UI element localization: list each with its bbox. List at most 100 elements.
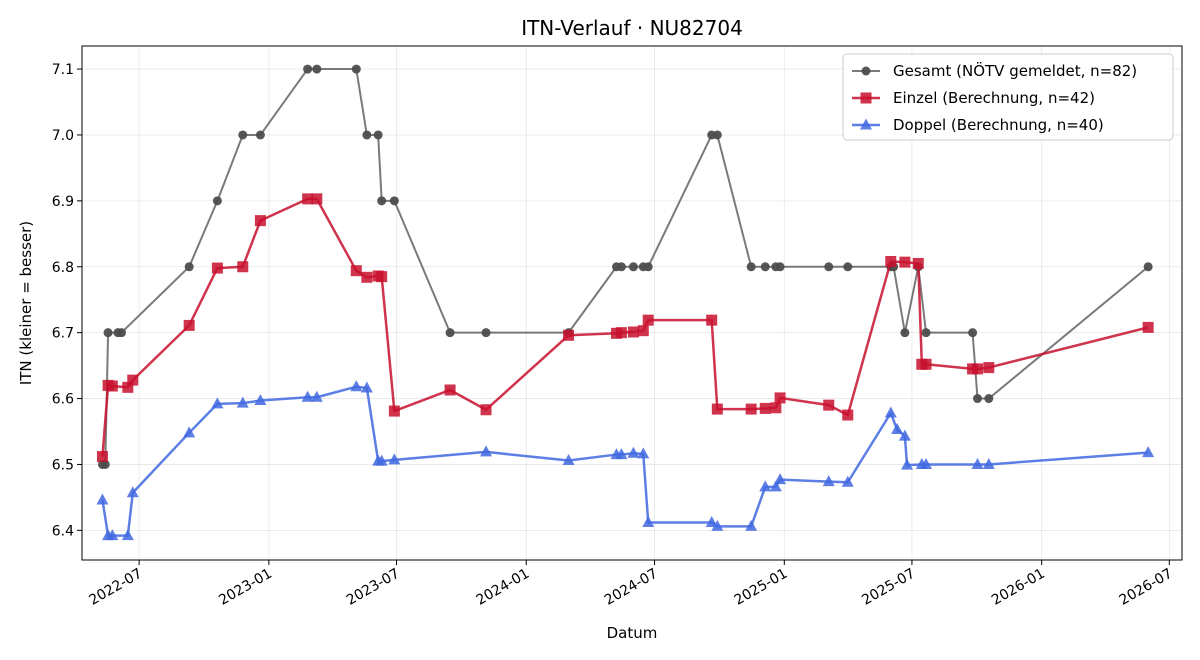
x-tick-label: 2024-01 <box>474 566 533 609</box>
data-point <box>637 325 649 337</box>
data-point <box>311 193 323 205</box>
data-point <box>1142 321 1154 333</box>
x-tick-label: 2023-07 <box>344 566 403 609</box>
series-line <box>101 385 1149 537</box>
legend-item: Einzel (Berechnung, n=42) <box>852 89 1095 107</box>
data-point <box>711 519 724 531</box>
legend-label: Einzel (Berechnung, n=42) <box>893 89 1095 107</box>
data-point <box>912 257 924 269</box>
legend-marker <box>861 66 871 76</box>
plot-area <box>96 64 1155 541</box>
data-point <box>212 196 222 206</box>
series-markers <box>96 193 1154 463</box>
data-point <box>841 475 854 487</box>
data-point <box>885 255 897 267</box>
x-tick-label: 2025-01 <box>732 566 791 609</box>
data-point <box>562 453 575 465</box>
data-point <box>389 196 399 206</box>
data-point <box>982 457 995 469</box>
data-point <box>769 480 782 492</box>
data-point <box>746 262 756 272</box>
data-point <box>211 262 223 274</box>
y-tick-label: 6.6 <box>52 392 74 408</box>
data-point <box>122 381 134 393</box>
data-point <box>106 529 119 541</box>
y-tick-label: 7.1 <box>52 62 74 78</box>
chart-title: ITN-Verlauf · NU82704 <box>521 16 743 40</box>
data-point <box>301 390 314 402</box>
data-point <box>920 457 933 469</box>
data-point <box>822 475 835 487</box>
data-point <box>445 328 455 338</box>
data-point <box>842 409 854 421</box>
data-point <box>615 448 628 460</box>
x-axis-label: Datum <box>607 624 658 642</box>
legend: Gesamt (NÖTV gemeldet, n=82) Einzel (Bere… <box>842 53 1174 141</box>
y-axis-label: ITN (kleiner = besser) <box>17 221 35 385</box>
legend-label: Doppel (Berechnung, n=40) <box>893 116 1104 134</box>
data-point <box>973 394 983 404</box>
y-axis: 6.4 6.5 6.6 6.7 6.8 6.9 7.0 7.1 <box>52 62 82 539</box>
legend-item: Doppel (Berechnung, n=40) <box>852 116 1104 134</box>
data-point <box>362 130 372 140</box>
data-point <box>920 358 932 370</box>
y-tick-label: 6.5 <box>52 457 74 473</box>
legend-box <box>842 53 1174 141</box>
data-point <box>183 319 195 331</box>
data-point <box>627 326 639 338</box>
data-point <box>444 384 456 396</box>
data-point <box>968 328 978 338</box>
data-point <box>236 396 249 408</box>
data-point <box>775 262 785 272</box>
data-point <box>615 327 627 339</box>
series-circle <box>97 64 1153 469</box>
legend-item: Gesamt (NÖTV gemeldet, n=82) <box>852 61 1137 80</box>
y-tick-label: 6.9 <box>52 194 74 210</box>
data-point <box>774 473 787 485</box>
series-markers <box>97 64 1153 469</box>
data-point <box>480 445 493 457</box>
legend-marker <box>860 92 872 104</box>
x-tick-label: 2026-07 <box>1117 566 1176 609</box>
data-point <box>745 519 758 531</box>
data-point <box>254 215 266 227</box>
data-point <box>100 459 110 469</box>
data-point <box>901 458 913 470</box>
data-point <box>106 380 118 392</box>
data-point <box>759 480 772 492</box>
data-point <box>900 328 910 338</box>
data-point <box>302 193 314 205</box>
x-tick-label: 2025-07 <box>859 566 918 609</box>
data-point <box>127 374 139 386</box>
legend-marker <box>860 118 872 130</box>
data-point <box>103 328 113 338</box>
data-point <box>823 399 835 411</box>
data-point <box>1142 446 1155 458</box>
data-point <box>126 486 139 498</box>
data-point <box>350 380 363 392</box>
data-point <box>480 404 492 416</box>
data-point <box>983 362 995 374</box>
data-point <box>481 328 491 338</box>
data-point <box>238 130 248 140</box>
data-point <box>121 529 134 541</box>
data-point <box>303 64 313 74</box>
data-point <box>563 329 575 341</box>
data-point <box>628 262 638 272</box>
x-tick-label: 2026-01 <box>989 566 1048 609</box>
data-point <box>361 271 373 283</box>
data-point <box>96 451 108 463</box>
data-point <box>310 390 323 402</box>
data-point <box>1143 262 1153 272</box>
data-point <box>843 262 853 272</box>
x-axis: 2022-07 2023-01 2023-07 2024-01 2024-07 2025-… <box>86 560 1175 609</box>
data-point <box>375 454 388 466</box>
data-point <box>627 446 640 458</box>
data-point <box>376 271 388 283</box>
data-point <box>705 515 718 527</box>
data-point <box>351 64 361 74</box>
data-point <box>760 262 770 272</box>
x-tick-label: 2022-07 <box>86 566 145 609</box>
legend-label: Gesamt (NÖTV gemeldet, n=82) <box>893 61 1137 80</box>
series-triangle <box>96 380 1155 541</box>
